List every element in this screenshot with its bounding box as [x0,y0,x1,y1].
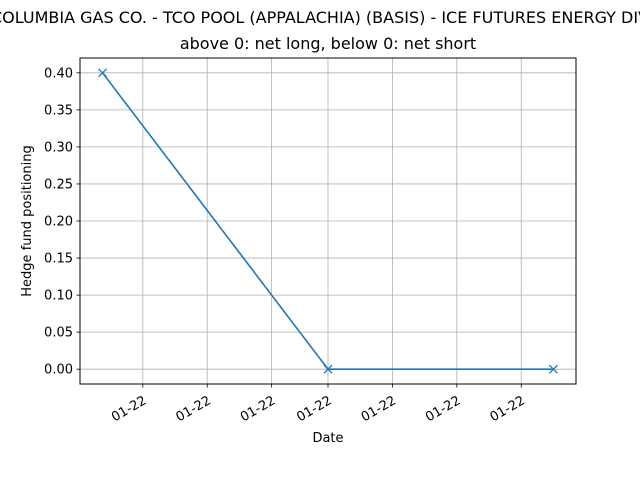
x-tick-label: 01-22 [423,393,463,425]
x-tick-label: 01-22 [174,393,214,425]
y-tick-label: 0.10 [44,289,73,304]
data-point-marker [98,68,108,78]
y-tick-label: 0.40 [44,66,73,81]
chart-subtitle: above 0: net long, below 0: net short [180,34,476,53]
x-tick-label: 01-22 [359,393,399,425]
x-axis-label: Date [312,431,343,446]
y-tick-label: 0.00 [44,363,73,378]
x-tick-label: 01-22 [109,393,149,425]
data-point-marker [548,364,558,374]
y-axis-label: Hedge fund positioning [20,145,35,296]
y-tick-label: 0.25 [44,177,73,192]
chart-title: COLUMBIA GAS CO. - TCO POOL (APPALACHIA)… [0,8,640,27]
x-tick-label: 01-22 [294,393,334,425]
y-tick-label: 0.05 [44,326,73,341]
y-tick-label: 0.15 [44,252,73,267]
y-tick-label: 0.30 [44,140,73,155]
y-tick-label: 0.35 [44,103,73,118]
x-tick-label: 01-22 [488,393,528,425]
y-tick-label: 0.20 [44,215,73,230]
x-tick-label: 01-22 [238,393,278,425]
data-point-marker [323,364,333,374]
